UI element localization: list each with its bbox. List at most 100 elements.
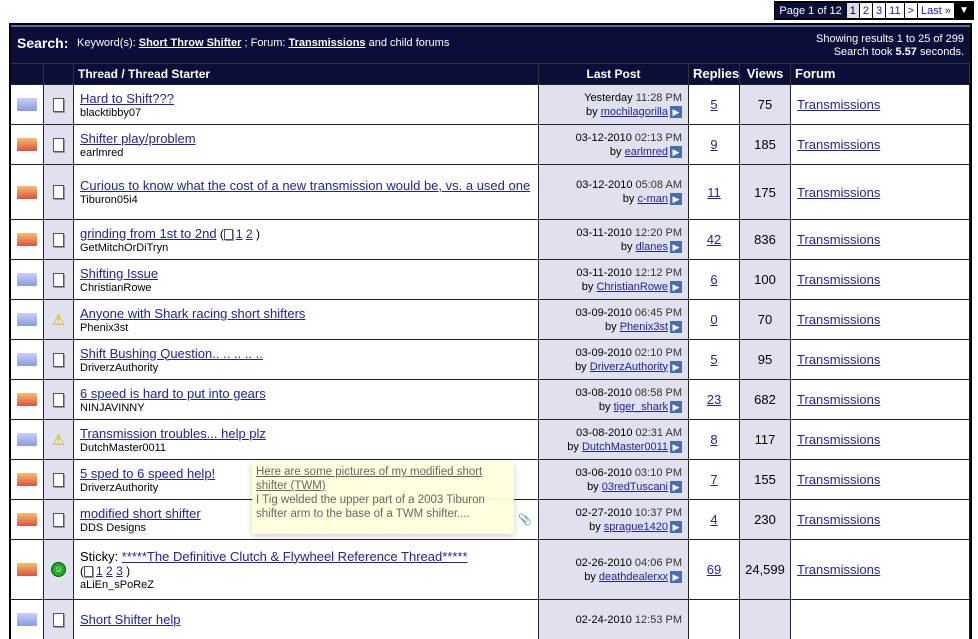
go-to-last-post-icon[interactable]: ▶ <box>670 520 682 533</box>
thread-page-link[interactable]: 2 <box>245 226 253 241</box>
last-post-date: 03-12-2010 <box>575 131 632 144</box>
forum-link[interactable]: Transmissions <box>797 272 881 287</box>
forum-link[interactable]: Transmissions <box>797 432 881 447</box>
thread-page-link[interactable]: 3 <box>116 563 123 578</box>
replies-link[interactable]: 8 <box>710 432 718 447</box>
thread-title-link[interactable]: 5 sped to 6 speed help! <box>80 465 216 481</box>
thread-title-line: Shift Bushing Question.. .. .. .. .. <box>80 346 263 361</box>
forum-link[interactable]: Transmissions <box>797 232 881 247</box>
go-to-last-post-icon[interactable]: ▶ <box>670 400 682 413</box>
col-last-post[interactable]: Last Post <box>539 64 689 84</box>
thread-title-link[interactable]: Hard to Shift??? <box>80 90 174 106</box>
thread-starter[interactable]: DutchMaster0011 <box>80 441 167 454</box>
replies-link[interactable]: 11 <box>707 184 721 200</box>
last-poster-link[interactable]: deathdealerxx <box>598 570 668 583</box>
last-poster-link[interactable]: mochilagorilla <box>600 105 668 118</box>
thread-page-link[interactable]: 1 <box>96 563 103 578</box>
forum-link[interactable]: Transmissions <box>797 312 881 327</box>
go-to-last-post-icon[interactable]: ▶ <box>670 570 682 583</box>
replies-link[interactable]: 5 <box>710 352 718 367</box>
thread-title-link[interactable]: Short Shifter help <box>80 611 181 627</box>
thread-starter[interactable]: aLiEn_sPoReZ <box>80 578 154 591</box>
thread-starter[interactable]: blacktibby07 <box>80 106 142 119</box>
col-replies[interactable]: Replies <box>689 64 740 84</box>
thread-title-link[interactable]: grinding from 1st to 2nd <box>80 225 217 241</box>
go-to-last-post-icon[interactable]: ▶ <box>670 145 682 158</box>
thread-starter[interactable]: DriverzAuthority <box>80 481 159 494</box>
replies-cell: 4 <box>689 500 740 539</box>
thread-page-link[interactable]: 1 <box>235 226 243 241</box>
page-11[interactable]: 11 <box>886 3 904 18</box>
go-to-last-post-icon[interactable]: ▶ <box>670 193 682 206</box>
thread-title-link[interactable]: Anyone with Shark racing short shifters <box>80 305 306 321</box>
icon-cell <box>44 85 74 124</box>
thread-starter[interactable]: DriverzAuthority <box>80 361 159 374</box>
go-to-last-post-icon[interactable]: ▶ <box>670 280 682 293</box>
replies-link[interactable]: 9 <box>710 137 718 152</box>
last-poster-link[interactable]: c-man <box>637 193 668 205</box>
replies-link[interactable]: 5 <box>710 97 718 112</box>
last-poster-link[interactable]: ChristianRowe <box>596 280 668 293</box>
thread-title-link[interactable]: Shifter play/problem <box>80 130 196 146</box>
go-to-last-post-icon[interactable]: ▶ <box>670 480 682 493</box>
keywords-link[interactable]: Short Throw Shifter <box>138 37 242 49</box>
last-poster-link[interactable]: DutchMaster0011 <box>581 440 668 453</box>
replies-link[interactable]: 0 <box>710 312 718 327</box>
replies-link[interactable]: 23 <box>706 392 722 407</box>
go-to-last-post-icon[interactable]: ▶ <box>670 360 682 373</box>
thread-title-link[interactable]: *****The Definitive Clutch & Flywheel Re… <box>121 548 468 564</box>
thread-starter[interactable]: Phenix3st <box>80 321 129 334</box>
last-page[interactable]: Last » <box>918 3 954 18</box>
page-2[interactable]: 2 <box>859 3 873 18</box>
last-post-time: 02:13 PM <box>634 131 682 144</box>
col-thread[interactable]: Thread / Thread Starter <box>74 64 539 84</box>
last-poster-link[interactable]: Phenix3st <box>619 320 668 333</box>
forum-link[interactable]: Transmissions <box>797 184 881 200</box>
forum-link[interactable]: Transmissions <box>797 352 881 367</box>
thread-title-link[interactable]: Shifting Issue <box>80 265 159 281</box>
last-poster-link[interactable]: sprague1420 <box>603 520 668 533</box>
by-label: by <box>609 145 622 158</box>
last-post-time: 12:20 PM <box>634 226 682 239</box>
forum-link[interactable]: Transmissions <box>288 37 366 49</box>
forum-link[interactable]: Transmissions <box>797 562 881 577</box>
thread-starter[interactable]: ChristianRowe <box>80 281 152 294</box>
replies-link[interactable]: 7 <box>710 472 718 487</box>
forum-link[interactable]: Transmissions <box>797 512 881 527</box>
chevron-down-icon[interactable]: ▼ <box>959 5 969 16</box>
thread-title-link[interactable]: Curious to know what the cost of a new t… <box>80 178 531 193</box>
col-views[interactable]: Views <box>740 64 791 84</box>
last-poster-link[interactable]: earlmred <box>624 145 668 158</box>
page-3[interactable]: 3 <box>873 3 886 18</box>
replies-link[interactable]: 69 <box>706 562 722 577</box>
go-to-last-post-icon[interactable]: ▶ <box>670 240 682 253</box>
forum-link[interactable]: Transmissions <box>797 472 881 487</box>
forum-link[interactable]: Transmissions <box>797 137 881 152</box>
replies-link[interactable]: 4 <box>710 512 718 527</box>
replies-link[interactable]: 6 <box>710 272 718 287</box>
forum-link[interactable]: Transmissions <box>797 97 881 112</box>
thread-title-link[interactable]: 6 speed is hard to put into gears <box>80 385 266 401</box>
thread-starter[interactable]: NINJAVINNY <box>80 401 145 414</box>
envelope-icon <box>17 98 37 111</box>
thread-title-link[interactable]: modified short shifter <box>80 505 201 521</box>
thread-starter[interactable]: GetMitchOrDiTryn <box>80 241 169 254</box>
last-poster-link[interactable]: 03redTuscani <box>601 480 668 493</box>
col-forum[interactable]: Forum <box>791 64 970 84</box>
thread-title-link[interactable]: Transmission troubles... help plz <box>80 425 266 441</box>
replies-link[interactable]: 42 <box>706 232 722 247</box>
next-page[interactable]: > <box>904 3 918 18</box>
last-poster-link[interactable]: dlanes <box>635 240 668 253</box>
thread-page-link[interactable]: 2 <box>106 563 113 578</box>
thread-starter[interactable]: DDS Designs <box>80 521 147 534</box>
go-to-last-post-icon[interactable]: ▶ <box>670 320 682 333</box>
last-poster-link[interactable]: tiger_shark <box>613 400 668 413</box>
last-poster-link[interactable]: DriverzAuthority <box>589 360 668 373</box>
go-to-last-post-icon[interactable]: ▶ <box>670 440 682 453</box>
page-1[interactable]: 1 <box>846 3 859 18</box>
thread-starter[interactable]: Tiburon05i4 <box>80 194 138 206</box>
thread-title-link[interactable]: Shift Bushing Question.. .. .. .. .. <box>80 345 263 361</box>
go-to-last-post-icon[interactable]: ▶ <box>670 105 682 118</box>
thread-starter[interactable]: earlmred <box>80 146 124 159</box>
forum-link[interactable]: Transmissions <box>797 392 881 407</box>
